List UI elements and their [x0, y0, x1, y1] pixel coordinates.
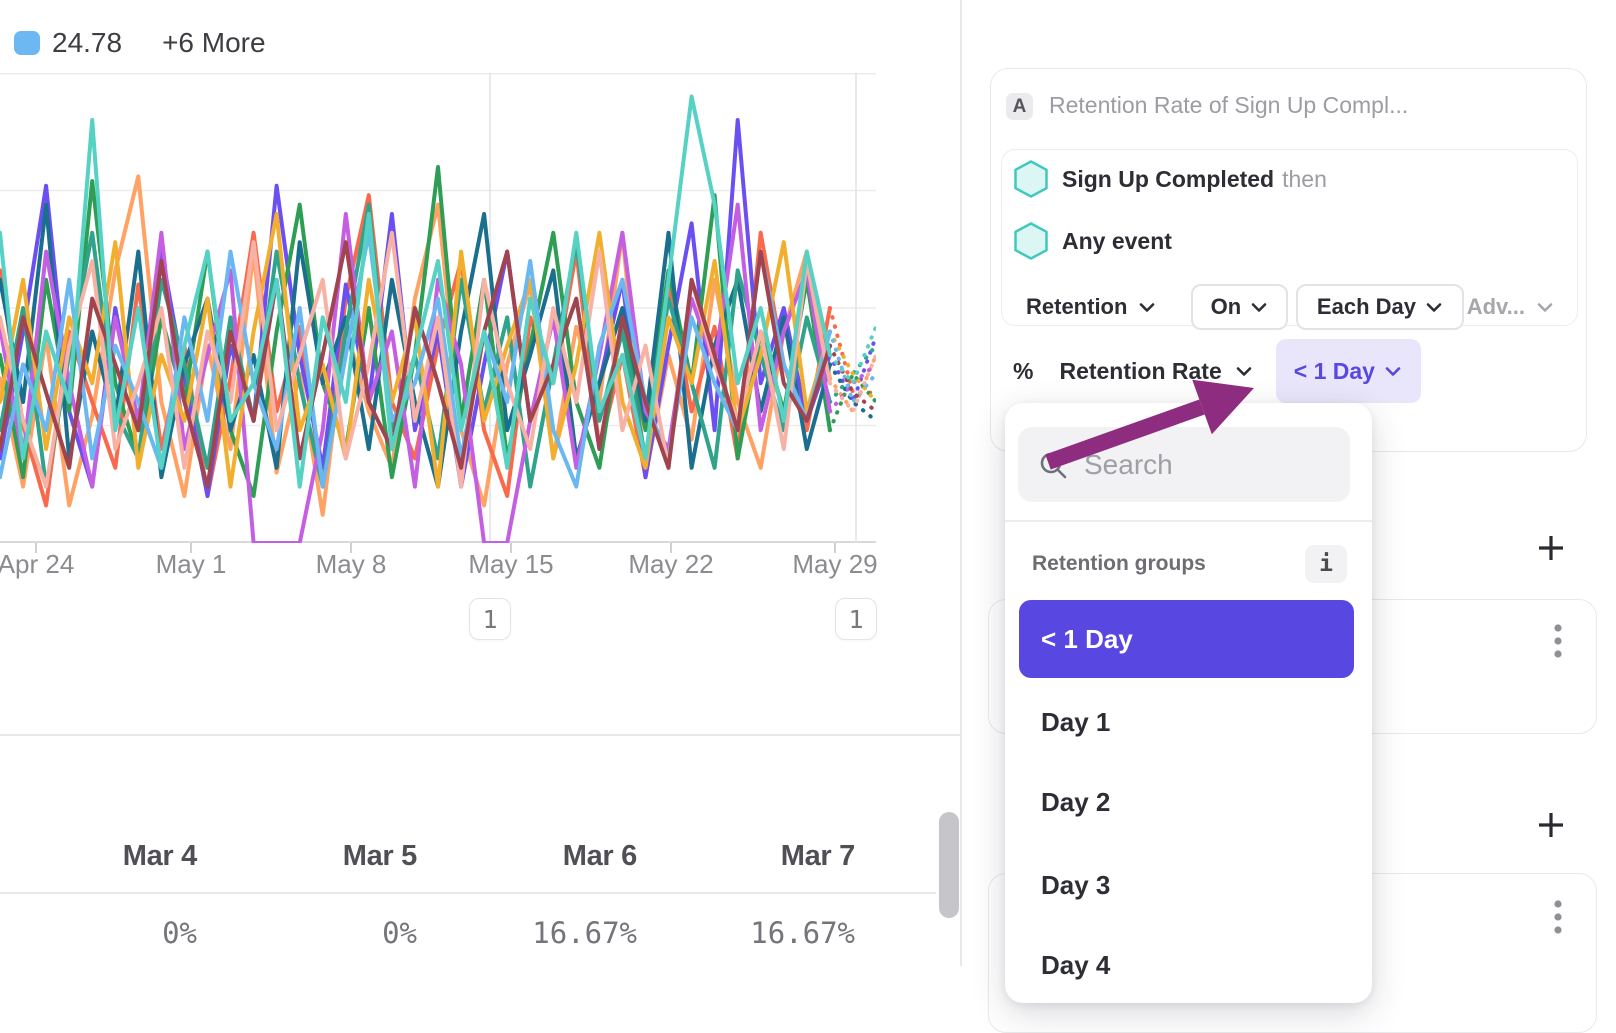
dropdown-item-day-2[interactable]: Day 2 [1041, 786, 1111, 817]
retention-line [0, 193, 832, 508]
x-axis-label: May 8 [315, 549, 387, 579]
retention-line-incomplete [827, 334, 876, 408]
chart-series [0, 94, 876, 543]
chevron-down-icon [1140, 303, 1155, 312]
x-axis-tick [510, 543, 512, 553]
table-cell: 0% [162, 916, 197, 950]
retention-chart[interactable] [0, 73, 876, 543]
section-divider [0, 734, 961, 736]
retention-line [0, 230, 832, 489]
dropdown-item-day-4[interactable]: Day 4 [1041, 949, 1111, 980]
retention-group-chip[interactable]: < 1 Day [1275, 339, 1421, 403]
table-header: Mar 6 [562, 840, 638, 872]
x-axis-label: May 15 [468, 549, 554, 579]
add-metric-icon[interactable] [1535, 532, 1567, 564]
search-input[interactable] [1082, 447, 1326, 482]
x-axis-tick [35, 543, 37, 553]
retention-line-incomplete [827, 353, 876, 416]
x-axis-tick [670, 543, 672, 553]
x-axis-label: Apr 24 [0, 549, 75, 579]
event-suffix: then [1282, 165, 1327, 192]
table-separator [0, 892, 936, 894]
chevron-down-icon [1426, 303, 1442, 312]
mode-dropdown[interactable]: Retention [1026, 294, 1157, 320]
x-axis-tick [190, 543, 192, 553]
measure-row: % Retention Rate < 1 Day [1013, 339, 1421, 403]
annotation-badge-1[interactable]: 1 [469, 598, 511, 640]
dropdown-divider [1005, 520, 1372, 522]
table-cell: 16.67% [750, 916, 855, 950]
annotation-badge-2[interactable]: 1 [835, 598, 877, 640]
on-dropdown[interactable]: On [1191, 284, 1289, 330]
table-header: Mar 4 [122, 840, 198, 872]
kebab-menu-icon[interactable] [1552, 620, 1564, 682]
chevron-down-icon [1385, 367, 1401, 376]
retention-line-incomplete [827, 324, 876, 388]
retention-controls-row: Retention On Each Day Adv... [1002, 284, 1579, 330]
measure-dropdown[interactable]: Retention Rate [1059, 357, 1222, 384]
x-axis-label: May 29 [792, 549, 878, 579]
hexagon-icon [1014, 160, 1048, 198]
legend-swatch[interactable] [14, 31, 40, 55]
x-axis-label: May 22 [628, 549, 714, 579]
advanced-dropdown[interactable]: Adv... [1467, 294, 1555, 320]
kebab-menu-icon[interactable] [1552, 896, 1564, 958]
search-icon [1040, 452, 1067, 478]
retention-line [0, 94, 832, 489]
table-header: Mar 7 [780, 840, 856, 872]
info-icon[interactable]: i [1305, 545, 1347, 583]
legend-series-label[interactable]: 24.78 [52, 27, 123, 58]
retention-line [0, 240, 832, 489]
event-name[interactable]: Any event [1062, 227, 1172, 254]
section-label: Retention groups [1032, 552, 1206, 575]
retention-line-incomplete [827, 329, 876, 404]
retention-group-dropdown: Retention groups i < 1 Day Day 1 Day 2 D… [1005, 403, 1372, 1003]
event-definition-card: Sign Up Completed then Any event Retentio… [1001, 149, 1578, 330]
query-title[interactable]: Retention Rate of Sign Up Compl... [1049, 92, 1409, 118]
table-cell: 16.67% [532, 916, 637, 950]
event-name[interactable]: Sign Up Completed [1062, 165, 1275, 192]
add-metric-icon[interactable] [1535, 809, 1567, 841]
table-cell: 0% [382, 916, 417, 950]
retention-line [0, 202, 832, 489]
query-badge: A [1006, 93, 1033, 120]
vertical-scrollbar[interactable] [939, 812, 959, 918]
dropdown-item-lt-1-day[interactable]: < 1 Day [1019, 600, 1354, 678]
x-axis-tick [350, 543, 352, 553]
dropdown-section-row: Retention groups i [1032, 544, 1347, 584]
table-header: Mar 5 [342, 840, 418, 872]
interval-dropdown[interactable]: Each Day [1296, 284, 1465, 330]
retention-line-incomplete [827, 369, 876, 433]
chevron-down-icon[interactable] [1234, 362, 1254, 380]
retention-line-incomplete [827, 329, 876, 407]
chevron-down-icon [1537, 303, 1553, 312]
x-axis-label: May 1 [155, 549, 227, 579]
hexagon-icon [1014, 222, 1048, 260]
panel-divider [960, 0, 962, 966]
event-row-2[interactable]: Any event [1014, 222, 1180, 260]
retention-line [0, 174, 832, 517]
legend-more-label[interactable]: +6 More [162, 27, 266, 58]
dropdown-item-day-3[interactable]: Day 3 [1041, 869, 1111, 900]
dropdown-item-day-1[interactable]: Day 1 [1041, 706, 1111, 737]
query-card: A Retention Rate of Sign Up Compl... Sig… [990, 68, 1587, 452]
chart-legend: 24.78 +6 More [14, 27, 266, 58]
event-row-1[interactable]: Sign Up Completed then [1014, 160, 1327, 198]
x-axis-tick [834, 543, 836, 553]
percent-symbol: % [1013, 357, 1034, 384]
chevron-down-icon [1251, 303, 1267, 312]
search-box[interactable] [1018, 427, 1350, 502]
